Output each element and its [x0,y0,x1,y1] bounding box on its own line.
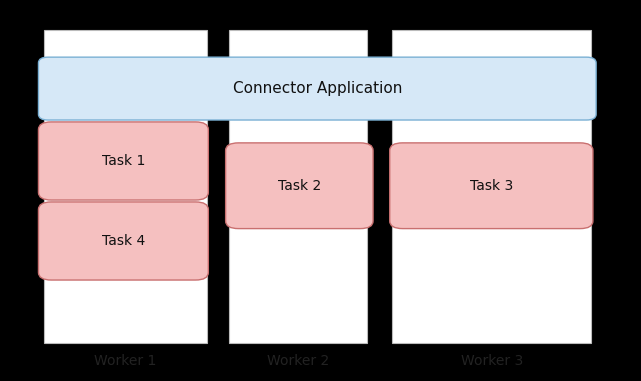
Text: Worker 2: Worker 2 [267,354,329,368]
FancyBboxPatch shape [229,30,367,343]
FancyBboxPatch shape [38,202,208,280]
FancyBboxPatch shape [392,30,591,343]
FancyBboxPatch shape [390,143,593,229]
FancyBboxPatch shape [226,143,373,229]
FancyBboxPatch shape [44,30,207,343]
Text: Connector Application: Connector Application [233,81,402,96]
FancyBboxPatch shape [38,122,208,200]
FancyBboxPatch shape [38,57,596,120]
Text: Task 4: Task 4 [102,234,145,248]
Text: Task 1: Task 1 [102,154,145,168]
Text: Task 2: Task 2 [278,179,321,193]
Text: Worker 3: Worker 3 [460,354,523,368]
Text: Worker 1: Worker 1 [94,354,156,368]
Text: Task 3: Task 3 [470,179,513,193]
